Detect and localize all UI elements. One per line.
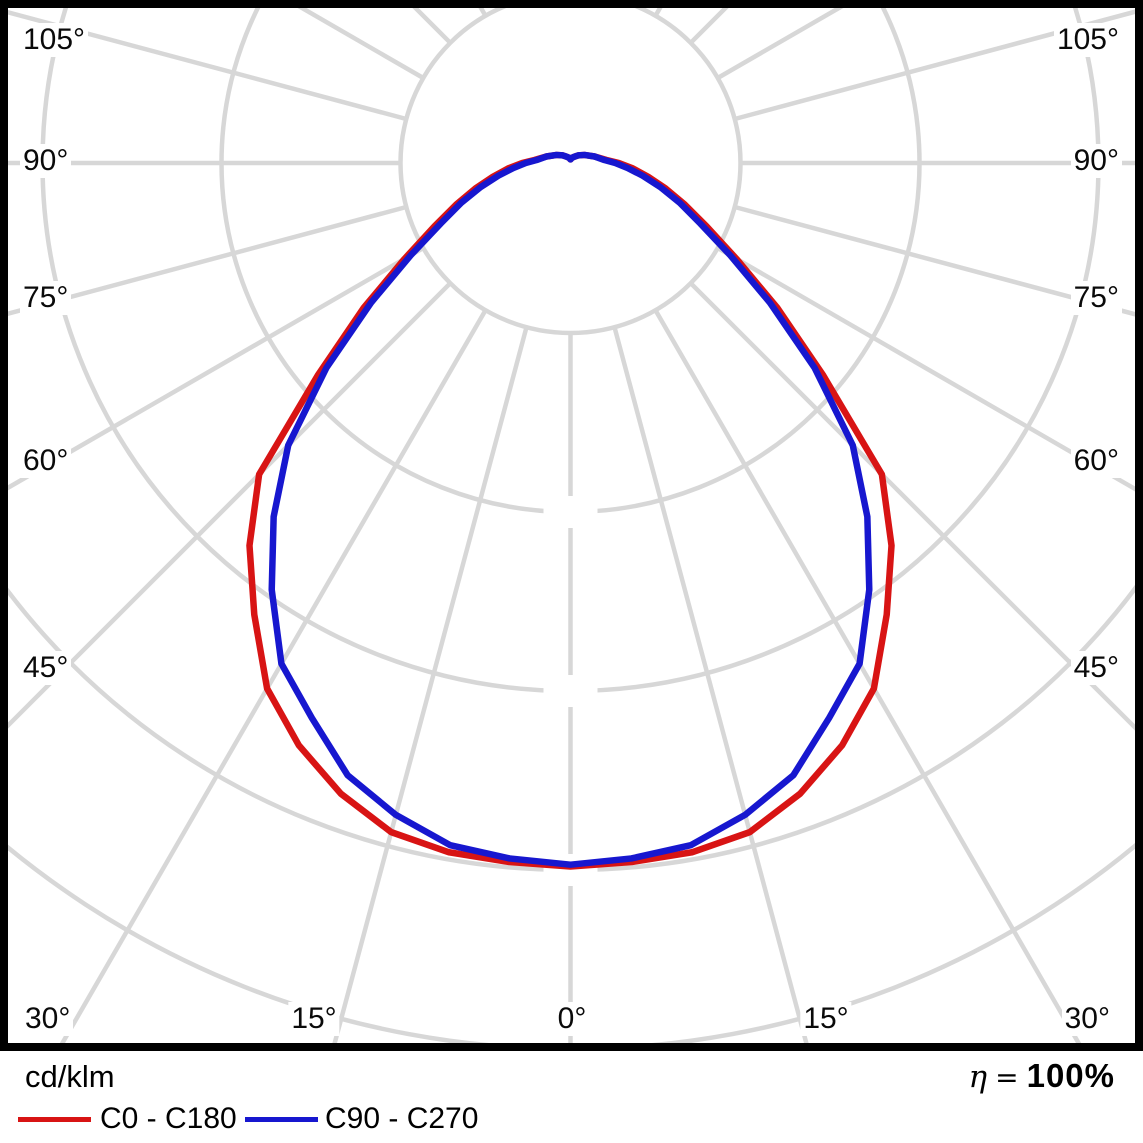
angle-label-right-75: 75° bbox=[1070, 281, 1122, 315]
angle-label-left-75: 75° bbox=[20, 281, 72, 315]
legend-swatch-c90-c270 bbox=[245, 1117, 318, 1122]
grid-gap-ring-3 bbox=[543, 675, 598, 707]
legend: C0 - C180 C90 - C270 bbox=[0, 1099, 1143, 1139]
grid-gap-ring-4 bbox=[543, 854, 598, 886]
chart-frame bbox=[0, 0, 1143, 1051]
angle-label-bottom-0: 0° bbox=[554, 1002, 590, 1036]
grid-spoke-l15 bbox=[332, 326, 529, 1043]
grid-spoke-l105 bbox=[8, 9, 407, 122]
angle-label-left-30: 30° bbox=[22, 1002, 74, 1036]
angle-label-left-105: 105° bbox=[20, 23, 89, 57]
angle-label-right-90: 90° bbox=[1070, 144, 1122, 178]
grid-spoke-r30 bbox=[653, 309, 1082, 1043]
angle-label-right-45: 45° bbox=[1070, 651, 1122, 685]
grid-gap-ring-2 bbox=[543, 496, 598, 528]
footer: cd/klm C0 - C180 C90 - C270 η = 100% bbox=[0, 1051, 1143, 1143]
eta-symbol: η bbox=[968, 1059, 988, 1095]
unit-label: cd/klm bbox=[25, 1059, 115, 1094]
grid-spoke-l75 bbox=[8, 204, 407, 317]
angle-label-left-60: 60° bbox=[20, 444, 72, 478]
angle-label-right-105: 105° bbox=[1053, 23, 1122, 57]
angle-label-left-45: 45° bbox=[20, 651, 72, 685]
angle-label-right-30: 30° bbox=[1061, 1002, 1113, 1036]
legend-label-c0-c180: C0 - C180 bbox=[100, 1102, 237, 1135]
grid-spoke-r75 bbox=[734, 204, 1135, 317]
grid-spoke-l60 bbox=[8, 246, 425, 491]
grid-spoke-r60 bbox=[716, 246, 1135, 492]
angle-label-bottom-15-left: 15° bbox=[288, 1002, 340, 1036]
legend-swatch-c0-c180 bbox=[18, 1117, 91, 1122]
efficiency-readout: η = 100% bbox=[969, 1057, 1115, 1095]
angle-label-left-90: 90° bbox=[20, 144, 72, 178]
eta-equals: = bbox=[995, 1061, 1019, 1094]
grid-spoke-l30 bbox=[59, 309, 488, 1043]
polar-chart bbox=[0, 0, 1143, 1051]
grid-spoke-r105 bbox=[734, 9, 1135, 122]
angle-label-right-60: 60° bbox=[1070, 444, 1122, 478]
grid-spoke-r15 bbox=[612, 326, 809, 1043]
legend-label-c90-c270: C90 - C270 bbox=[325, 1102, 479, 1135]
eta-value: 100% bbox=[1026, 1057, 1115, 1094]
angle-label-bottom-15-right: 15° bbox=[800, 1002, 852, 1036]
curve-c90-c270 bbox=[268, 151, 873, 868]
